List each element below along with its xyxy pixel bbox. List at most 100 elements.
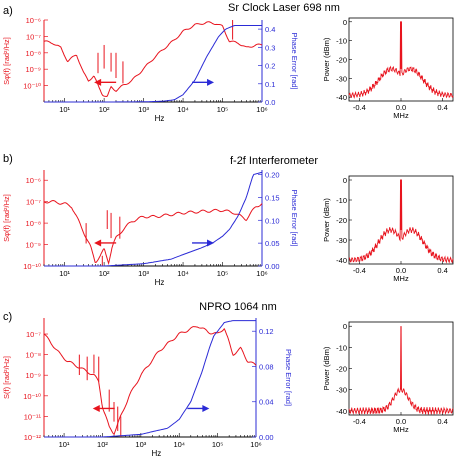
left-axis-title: Sφ(f) [rad²/Hz] <box>2 194 11 242</box>
right-tick-label: 0.12 <box>259 327 274 336</box>
panel-1: a) Sr Clock Laser 698 nm 10¹ 10² 10³ 10⁴ 10⁵ 10… <box>2 2 454 123</box>
left-tick-label: 10⁻⁸ <box>26 49 41 58</box>
right-tick-label: 0.1 <box>265 80 275 89</box>
left-tick-label: 10⁻⁷ <box>26 330 41 339</box>
right-tick-label: 0.10 <box>265 216 280 225</box>
left-tick-label: 10⁻⁷ <box>26 198 41 207</box>
right-axis-title: Phase Error [rad] <box>290 32 299 89</box>
x-tick-label: 10³ <box>138 269 149 278</box>
right-tick-label: 0.0 <box>265 98 275 107</box>
right-tick-label: 0.00 <box>265 262 280 271</box>
left-axis-title: S(f) [rad²/Hz] <box>2 356 11 399</box>
spectrum-y-tick-label: -40 <box>336 407 347 416</box>
x-tick-label: 10⁵ <box>217 269 228 278</box>
panel-3: c) NPRO 1064 nm 10¹ 10² 10³ 10⁴ 10⁵ 10⁶ Hz 10⁻¹² 1… <box>2 301 454 458</box>
x-tick-label: 10³ <box>135 440 146 449</box>
panel-label: b) <box>3 153 13 165</box>
spectrum-x-tick-label: 0.0 <box>396 417 406 426</box>
spectrum-y-tick-label: -10 <box>336 343 347 352</box>
left-tick-label: 10⁻⁶ <box>26 176 41 185</box>
spectrum-x-label: MHz <box>393 111 409 120</box>
left-tick-label: 10⁻¹¹ <box>24 412 42 421</box>
spectrum-y-tick-label: -20 <box>336 365 347 374</box>
x-tick-label: 10¹ <box>59 440 70 449</box>
panel-label: c) <box>3 311 12 323</box>
right-axis-title: Phase Error [rad] <box>284 349 293 406</box>
left-tick-label: 10⁻¹² <box>24 433 42 442</box>
spectrum-y-tick-label: 0 <box>343 176 347 185</box>
x-tick-label: 10⁵ <box>217 105 228 114</box>
x-tick-label: 10² <box>99 105 110 114</box>
spectrum-x-tick-label: -0.4 <box>353 103 366 112</box>
left-arrow-icon <box>94 78 102 86</box>
x-tick-label: 10⁶ <box>256 269 267 278</box>
beat-note-trace <box>348 326 454 415</box>
spectrum-y-tick-label: -40 <box>336 93 347 102</box>
left-tick-label: 10⁻⁹ <box>25 65 41 74</box>
left-arrow-icon <box>94 239 102 247</box>
x-tick-label: 10⁵ <box>212 440 223 449</box>
spectrum-y-label: Power (dBm) <box>322 37 331 81</box>
spectrum-y-tick-label: -30 <box>336 386 347 395</box>
spectrum-x-tick-label: 0.0 <box>396 266 406 275</box>
spectrum-y-tick-label: -10 <box>336 37 347 46</box>
right-tick-label: 0.3 <box>265 43 275 52</box>
right-tick-label: 0.08 <box>259 362 274 371</box>
x-tick-label: 10⁴ <box>177 105 189 114</box>
spectrum-y-tick-label: -20 <box>336 56 347 65</box>
left-tick-label: 10⁻⁹ <box>25 241 41 250</box>
x-tick-label: 10⁶ <box>250 440 261 449</box>
spectrum-x-label: MHz <box>393 425 409 434</box>
x-tick-label: 10¹ <box>59 105 70 114</box>
right-arrow-icon <box>202 404 210 412</box>
spectrum-y-label: Power (dBm) <box>322 346 331 390</box>
x-tick-label: 10⁴ <box>177 269 189 278</box>
right-tick-label: 0.15 <box>265 193 280 202</box>
right-arrow-icon <box>207 239 215 247</box>
right-tick-label: 0.4 <box>265 25 275 34</box>
x-tick-label: 10² <box>99 269 110 278</box>
right-tick-label: 0.20 <box>265 171 280 180</box>
left-axis-title: Sφ(f) [rad²/Hz] <box>2 37 11 85</box>
noise-spectrum-line <box>43 21 263 98</box>
spectrum-x-tick-label: 0.4 <box>437 266 447 275</box>
spectrum-x-label: MHz <box>393 274 409 283</box>
panel-2: b) f-2f Interferometer 10¹ 10² 10³ 10⁴ 10⁵ 10⁶ H… <box>2 153 454 287</box>
phase-error-line <box>44 320 256 438</box>
x-axis-label: Hz <box>155 278 165 287</box>
left-tick-label: 10⁻¹⁰ <box>23 262 41 271</box>
left-tick-label: 10⁻¹⁰ <box>23 82 41 91</box>
panel-title: NPRO 1064 nm <box>199 301 277 313</box>
spectrum-x-tick-label: 0.4 <box>437 103 447 112</box>
left-tick-label: 10⁻⁸ <box>26 351 41 360</box>
spectrum-y-tick-label: -20 <box>336 216 347 225</box>
right-tick-label: 0.04 <box>259 398 274 407</box>
x-tick-label: 10¹ <box>59 269 70 278</box>
phase-error-line <box>44 25 262 103</box>
x-axis-label: Hz <box>155 114 165 123</box>
x-tick-label: 10⁴ <box>173 440 185 449</box>
spectrum-x-tick-label: 0.0 <box>396 103 406 112</box>
x-tick-label: 10² <box>97 440 108 449</box>
spectrum-x-tick-label: -0.4 <box>353 266 366 275</box>
spectrum-x-tick-label: -0.4 <box>353 417 366 426</box>
spectrum-y-tick-label: 0 <box>343 322 347 331</box>
spectrum-y-tick-label: -40 <box>336 256 347 265</box>
right-tick-label: 0.05 <box>265 239 280 248</box>
phase-error-line <box>44 171 263 267</box>
panel-title: f-2f Interferometer <box>230 155 318 167</box>
left-tick-label: 10⁻⁶ <box>26 16 41 25</box>
noise-spectrum-line <box>43 326 257 436</box>
right-tick-label: 0.00 <box>259 433 274 442</box>
left-arrow-icon <box>92 404 100 412</box>
right-tick-label: 0.2 <box>265 62 275 71</box>
panel-title: Sr Clock Laser 698 nm <box>228 2 340 14</box>
noise-spectrum-line <box>43 199 263 266</box>
x-tick-label: 10³ <box>138 105 149 114</box>
spectrum-y-tick-label: -30 <box>336 236 347 245</box>
x-tick-label: 10⁶ <box>256 105 267 114</box>
spectrum-y-label: Power (dBm) <box>322 198 331 242</box>
spectrum-y-tick-label: 0 <box>343 18 347 27</box>
left-tick-label: 10⁻⁹ <box>25 371 41 380</box>
panel-label: a) <box>3 5 13 17</box>
